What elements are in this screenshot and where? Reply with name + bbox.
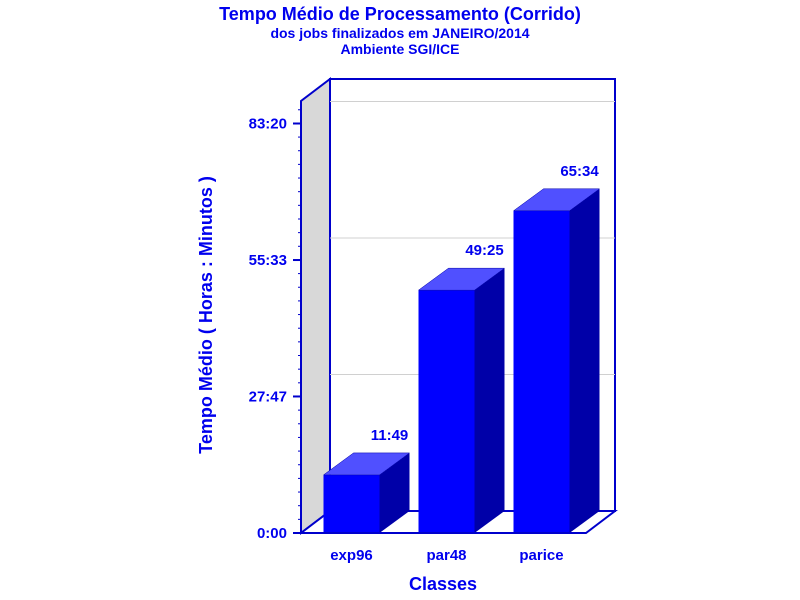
side-wall [300,76,331,536]
x-axis: exp96 par48 parice [301,532,586,564]
y-tick-label: 0:00 [257,525,287,542]
x-axis-label: Classes [409,574,477,594]
chart-title: Tempo Médio de Processamento (Corrido) [219,4,581,24]
x-tick-label: exp96 [330,547,373,564]
bar-par48[interactable]: 49:25 [417,242,506,533]
bar-front [323,474,380,533]
x-tick-label: par48 [426,547,466,564]
bar-value-label: 65:34 [560,163,599,180]
bars: 11:49 49:25 65:34 [322,163,601,533]
bar-exp96[interactable]: 11:49 [322,427,411,533]
bar-side [379,452,410,533]
bar-front [418,290,475,533]
x-tick-label: parice [519,547,563,564]
y-axis: 0:00 27:47 55:33 83:20 [249,101,302,542]
bar-top [322,452,411,476]
y-axis-label: Tempo Médio ( Horas : Minutos ) [196,176,216,454]
bar-side [474,268,505,533]
y-tick-label: 83:20 [249,116,287,133]
chart-subtitle: dos jobs finalizados em JANEIRO/2014 [270,25,529,41]
bar-top [417,267,506,291]
chart-subtitle-2: Ambiente SGI/ICE [340,41,459,57]
bar-value-label: 11:49 [371,427,409,444]
bar-parice[interactable]: 65:34 [512,163,601,533]
y-tick-label: 27:47 [249,388,287,405]
bar-front [513,210,570,533]
bar-side [569,188,600,533]
bar-value-label: 49:25 [465,242,503,259]
bar-top [512,188,601,212]
y-tick-label: 55:33 [249,252,287,269]
